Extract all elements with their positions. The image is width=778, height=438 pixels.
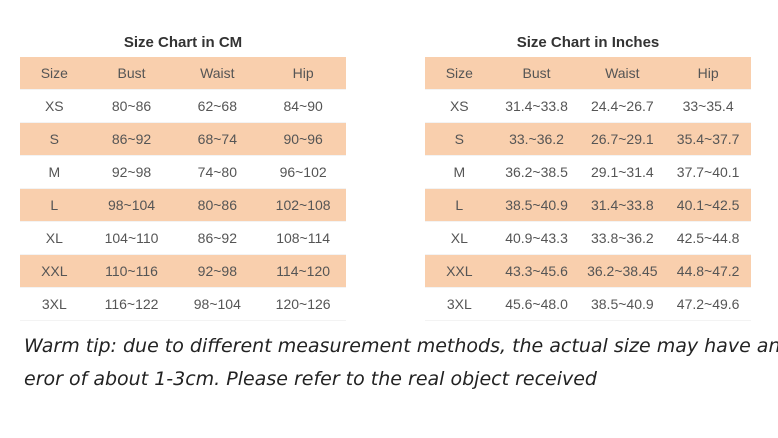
table-cell: 36.2~38.45 [587, 263, 658, 279]
table-cell: XL [45, 230, 63, 246]
table-title: Size Chart in Inches [516, 34, 660, 51]
table-cell: 62~68 [197, 98, 237, 114]
table-cell: 92~98 [111, 164, 152, 180]
table-cell: 40.1~42.5 [676, 197, 740, 213]
table-cell: 40.9~43.3 [505, 230, 568, 246]
table-cell: S [454, 131, 464, 147]
table-cell: 31.4~33.8 [505, 98, 568, 114]
table-cell: 42.5~44.8 [676, 230, 740, 246]
table-cell: 44.8~47.2 [676, 263, 740, 279]
table-cell: XS [449, 98, 469, 114]
table-cell: 92~98 [197, 263, 237, 279]
header-cell: Bust [117, 65, 146, 81]
table-cell: XL [450, 230, 468, 246]
table-cell: 26.7~29.1 [590, 131, 654, 147]
table-cell: 96~102 [279, 164, 327, 180]
table-row: XXL 43.3~45.6 36.2~38.45 44.8~47.2 [425, 255, 751, 288]
table-cell: XXL [41, 263, 68, 279]
table-cell: 98~104 [193, 296, 241, 312]
table-row: 3XL 116~122 98~104 120~126 [20, 288, 346, 321]
table-row: XXL 110~116 92~98 114~120 [20, 255, 346, 288]
table-cell: 74~80 [197, 164, 237, 180]
table-cell: 43.3~45.6 [505, 263, 568, 279]
table-cell: 90~96 [283, 131, 323, 147]
table-row: XS 31.4~33.8 24.4~26.7 33~35.4 [425, 90, 751, 123]
header-row: Size Bust Waist Hip [425, 57, 751, 90]
header-cell: Bust [522, 65, 551, 81]
header-cell: Hip [697, 65, 719, 81]
table-cell: 80~86 [111, 98, 152, 114]
table-cell: M [48, 164, 61, 180]
warm-tip: Warm tip: due to different measurement m… [24, 330, 778, 396]
table-cell: 110~116 [105, 263, 158, 279]
table-cell: S [49, 131, 59, 147]
table-cell: 35.4~37.7 [676, 131, 740, 147]
table-cell: 33.~36.2 [509, 131, 564, 147]
table-title: Size Chart in CM [123, 34, 243, 51]
table-cell: 116~122 [104, 296, 159, 312]
table-cell: 102~108 [275, 197, 331, 213]
table-cell: 31.4~33.8 [590, 197, 654, 213]
table-cell: XXL [446, 263, 473, 279]
table-cell: 24.4~26.7 [590, 98, 654, 114]
header-cell: Waist [605, 65, 640, 81]
table-row: L 98~104 80~86 102~108 [20, 189, 346, 222]
table-cell: 98~104 [107, 197, 156, 213]
table-cell: 37.7~40.1 [676, 164, 740, 180]
table-cell: XS [44, 98, 64, 114]
size-table-inches: Size Chart in Inches Size Bust Waist Hip XS 31… [425, 28, 751, 321]
tip-line: eror of about 1-3cm. Please refer to the… [24, 368, 597, 390]
table-cell: 120~126 [275, 296, 331, 312]
header-cell: Waist [200, 65, 235, 81]
table-cell: 68~74 [197, 131, 237, 147]
table-cell: 47.2~49.6 [676, 296, 740, 312]
table-row: M 92~98 74~80 96~102 [20, 156, 346, 189]
table-row: XL 40.9~43.3 33.8~36.2 42.5~44.8 [425, 222, 751, 255]
table-row: XS 80~86 62~68 84~90 [20, 90, 346, 123]
header-cell: Size [445, 65, 473, 81]
table-cell: 3XL [41, 296, 67, 312]
table-cell: 114~120 [276, 263, 331, 279]
header-cell: Hip [292, 65, 314, 81]
table-cell: 36.2~38.5 [505, 164, 568, 180]
table-cell: 33~35.4 [682, 98, 734, 114]
table-cell: 45.6~48.0 [505, 296, 568, 312]
table-cell: 86~92 [111, 131, 152, 147]
table-row: XL 104~110 86~92 108~114 [20, 222, 346, 255]
table-row: S 33.~36.2 26.7~29.1 35.4~37.7 [425, 123, 751, 156]
table-cell: 108~114 [276, 230, 331, 246]
table-cell: L [50, 197, 59, 213]
header-row: Size Bust Waist Hip [20, 57, 346, 90]
size-table-cm: Size Chart in CM Size Bust Waist Hip XS 80~86 6… [20, 28, 346, 321]
table-cell: 80~86 [197, 197, 237, 213]
table-row: L 38.5~40.9 31.4~33.8 40.1~42.5 [425, 189, 751, 222]
table-cell: 38.5~40.9 [590, 296, 654, 312]
table-cell: 104~110 [104, 230, 159, 246]
header-cell: Size [40, 65, 68, 81]
table-cell: 84~90 [283, 98, 323, 114]
table-row: S 86~92 68~74 90~96 [20, 123, 346, 156]
table-row: M 36.2~38.5 29.1~31.4 37.7~40.1 [425, 156, 751, 189]
table-cell: 33.8~36.2 [590, 230, 654, 246]
table-cell: 38.5~40.9 [505, 197, 568, 213]
table-cell: 29.1~31.4 [590, 164, 654, 180]
tip-line: Warm tip: due to different measurement m… [24, 335, 778, 357]
table-cell: L [455, 197, 464, 213]
table-cell: 86~92 [197, 230, 237, 246]
table-row: 3XL 45.6~48.0 38.5~40.9 47.2~49.6 [425, 288, 751, 321]
table-cell: 3XL [446, 296, 472, 312]
table-cell: M [453, 164, 466, 180]
